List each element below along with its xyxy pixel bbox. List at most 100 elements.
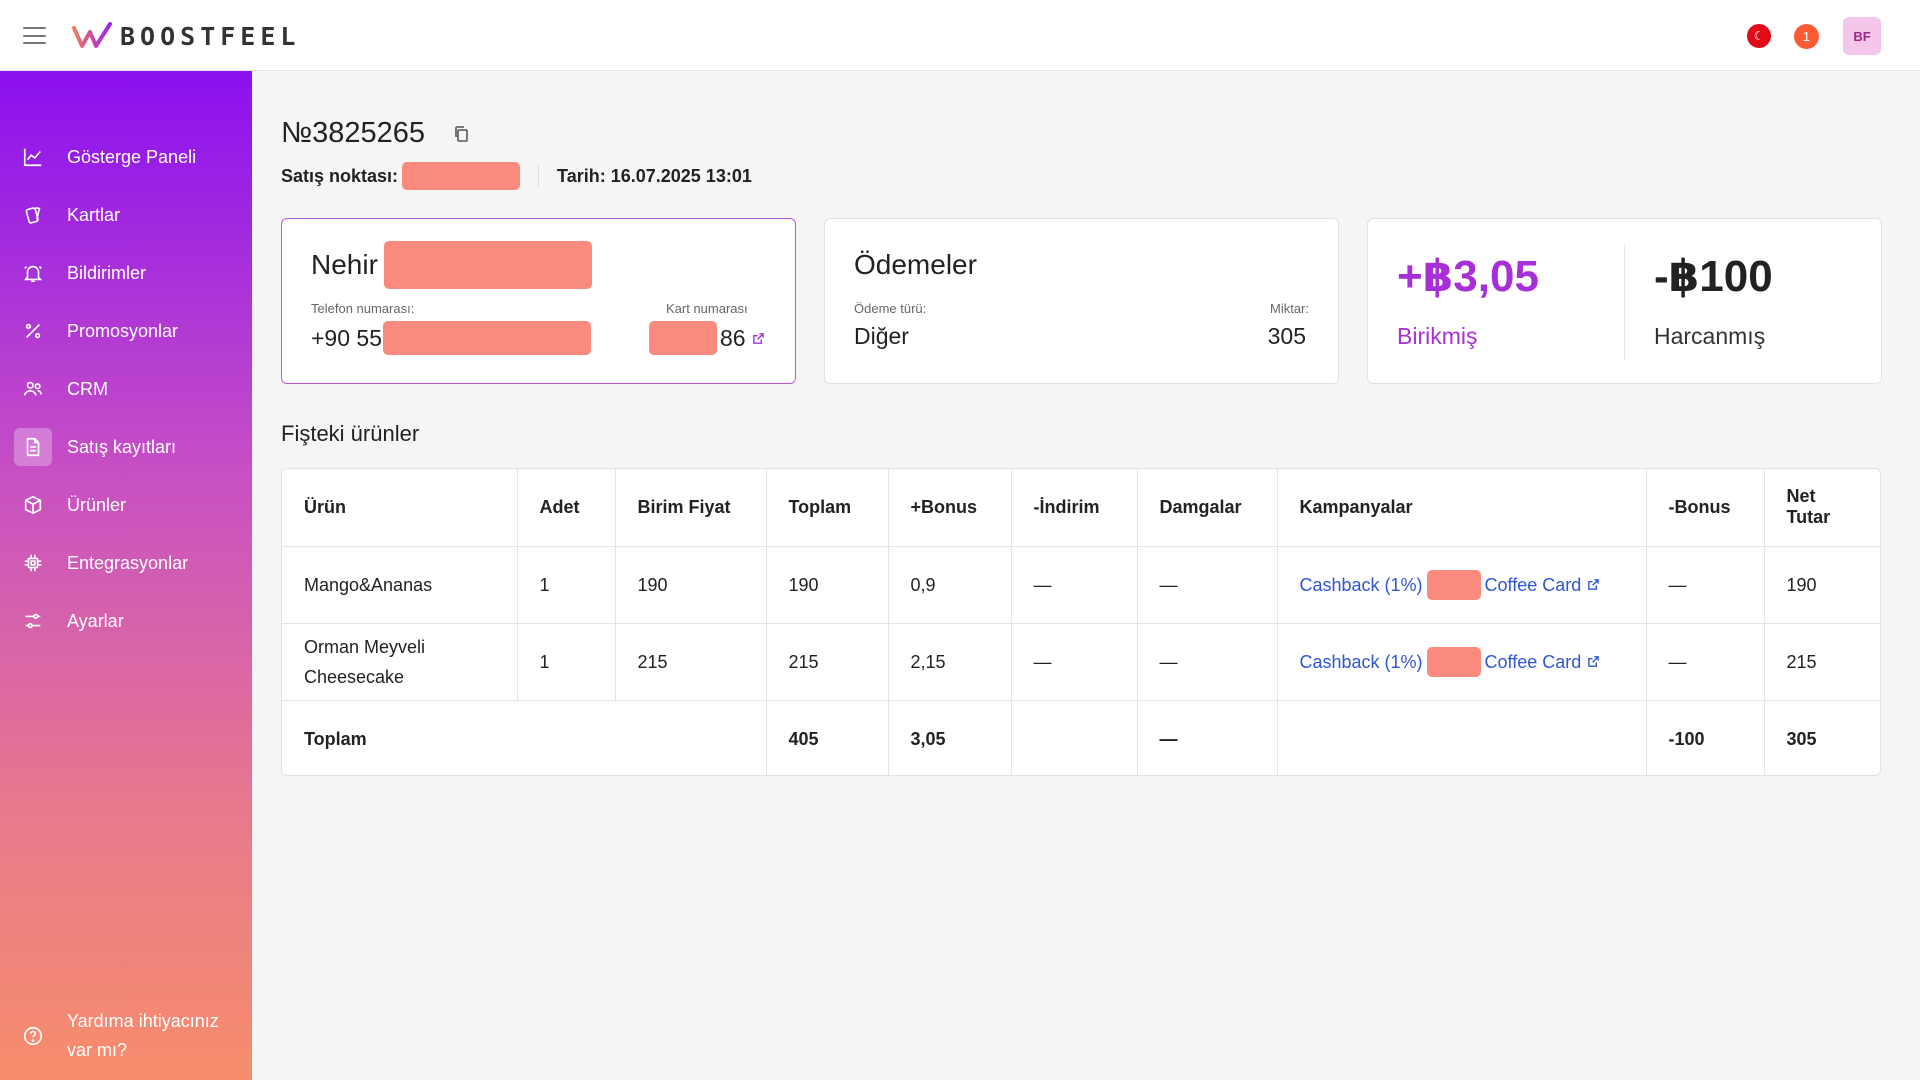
chip-icon <box>14 544 52 582</box>
product-bonus-minus: — <box>1646 546 1765 624</box>
document-icon <box>14 428 52 466</box>
external-link-icon[interactable] <box>1587 655 1600 668</box>
help-circle-icon <box>14 1017 52 1055</box>
redacted-card-number <box>649 321 717 355</box>
customer-card: Nehir Telefon numarası: +90 55 Kart numa… <box>281 218 796 384</box>
column-header: Adet <box>517 469 616 547</box>
sidebar-item-label: Promosyonlar <box>67 320 179 341</box>
product-bonus-plus: 2,15 <box>888 623 1012 701</box>
product-unit-price: 215 <box>615 623 767 701</box>
turkey-flag-icon[interactable]: ☾ <box>1747 24 1771 48</box>
sidebar-item-label: Gösterge Paneli <box>67 146 197 167</box>
sidebar-item-promotions[interactable]: Promosyonlar <box>14 312 238 350</box>
totals-bonus-plus: 3,05 <box>888 700 1012 775</box>
campaign-link-cashback[interactable]: Cashback (1%) <box>1299 574 1423 595</box>
help-line-1: Yardıma ihtiyacınız <box>67 1011 219 1031</box>
product-name: Mango&Ananas <box>282 546 518 624</box>
totals-total: 405 <box>766 700 889 775</box>
phone-value: +90 55 <box>311 321 591 355</box>
copy-icon[interactable] <box>452 124 472 144</box>
product-net: 190 <box>1764 546 1880 624</box>
redacted-phone <box>383 321 591 355</box>
products-section-title: Fişteki ürünler <box>281 421 420 446</box>
amount-value: 305 <box>1267 323 1306 349</box>
totals-discount <box>1011 700 1138 775</box>
sidebar-item-products[interactable]: Ürünler <box>14 486 238 524</box>
sidebar-item-label: Ürünler <box>67 494 127 515</box>
table-row: Orman Meyveli Cheesecake 1 215 215 2,15 … <box>282 623 1880 701</box>
payments-card: Ödemeler Ödeme türü: Diğer Miktar: 305 <box>824 218 1339 384</box>
sidebar-item-label: Kartlar <box>67 204 121 225</box>
card-number-label: Kart numarası <box>666 301 748 316</box>
sale-point-label: Satış noktası: <box>281 165 399 186</box>
flag-glyph: ☾ <box>1753 29 1765 43</box>
earned-bonus-value: +฿3,05 <box>1397 252 1539 301</box>
product-campaigns: Cashback (1%) Coffee Card <box>1277 546 1647 624</box>
campaign-link-coffee-card[interactable]: Coffee Card <box>1484 574 1582 595</box>
sidebar: Gösterge Paneli Kartlar Bildirimler Prom… <box>0 71 252 1080</box>
receipt-date: Tarih: 16.07.2025 13:01 <box>557 165 752 186</box>
logo-text: BOOSTFEEL <box>120 21 301 51</box>
sidebar-item-cards[interactable]: Kartlar <box>14 196 238 234</box>
avatar[interactable]: BF <box>1843 17 1881 55</box>
card-number-value[interactable]: 86 <box>649 321 765 355</box>
totals-row: Toplam 405 3,05 — -100 305 <box>282 700 1880 775</box>
redacted-customer-surname <box>383 241 592 289</box>
sliders-icon <box>14 602 52 640</box>
sidebar-item-label: Satış kayıtları <box>67 436 177 457</box>
customer-first-name: Nehir <box>311 249 378 280</box>
product-bonus-minus: — <box>1646 623 1765 701</box>
column-header: Damgalar <box>1137 469 1278 547</box>
notification-badge[interactable]: 1 <box>1794 24 1819 49</box>
logo[interactable]: BOOSTFEEL <box>72 20 300 52</box>
sidebar-item-label: CRM <box>67 378 108 399</box>
menu-icon[interactable] <box>23 27 46 44</box>
payment-type-value: Diğer <box>854 323 909 349</box>
spent-bonus-value: -฿100 <box>1654 252 1773 301</box>
divider <box>538 165 540 187</box>
totals-campaigns <box>1277 700 1647 775</box>
product-stamps: — <box>1137 546 1278 624</box>
users-icon <box>14 370 52 408</box>
sidebar-item-integrations[interactable]: Entegrasyonlar <box>14 544 238 582</box>
box-icon <box>14 486 52 524</box>
totals-label: Toplam <box>282 700 767 775</box>
sidebar-item-label: Ayarlar <box>67 610 124 631</box>
table-row: Mango&Ananas 1 190 190 0,9 — — Cashback … <box>282 546 1880 624</box>
help-line-2: var mı? <box>67 1040 128 1060</box>
campaign-link-coffee-card[interactable]: Coffee Card <box>1484 651 1582 672</box>
table-header-row: Ürün Adet Birim Fiyat Toplam +Bonus -İnd… <box>282 469 1880 547</box>
product-qty: 1 <box>517 546 616 624</box>
products-table: Ürün Adet Birim Fiyat Toplam +Bonus -İnd… <box>281 468 1881 776</box>
product-discount: — <box>1011 546 1138 624</box>
totals-net: 305 <box>1786 728 1817 749</box>
product-net: 215 <box>1764 623 1880 701</box>
customer-name: Nehir <box>311 241 592 289</box>
external-link-icon[interactable] <box>1587 578 1600 591</box>
product-unit-price: 190 <box>615 546 767 624</box>
redacted-campaign <box>1426 646 1481 677</box>
payment-type-label: Ödeme türü: <box>854 301 927 316</box>
amount-label: Miktar: <box>1270 301 1309 316</box>
receipt-number: №3825265 <box>281 117 426 149</box>
sidebar-item-dashboard[interactable]: Gösterge Paneli <box>14 138 238 176</box>
sidebar-item-notifications[interactable]: Bildirimler <box>14 254 238 292</box>
totals-bonus-minus: -100 <box>1646 700 1765 775</box>
earned-bonus-label: Birikmiş <box>1397 323 1478 349</box>
redacted-sale-point <box>402 162 521 190</box>
external-link-icon[interactable] <box>752 332 765 345</box>
column-header: Net Tutar <box>1764 469 1880 547</box>
logo-mark-icon <box>72 22 112 48</box>
column-header: Kampanyalar <box>1277 469 1647 547</box>
help-link[interactable]: Yardıma ihtiyacınız var mı? <box>14 1007 238 1065</box>
sidebar-item-crm[interactable]: CRM <box>14 370 238 408</box>
campaign-link-cashback[interactable]: Cashback (1%) <box>1299 651 1423 672</box>
sidebar-item-settings[interactable]: Ayarlar <box>14 602 238 640</box>
product-stamps: — <box>1137 623 1278 701</box>
campaign-links: Cashback (1%) Coffee Card <box>1299 646 1624 677</box>
spent-bonus-label: Harcanmış <box>1654 323 1766 349</box>
sidebar-item-sales-records[interactable]: Satış kayıtları <box>14 428 238 466</box>
totals-stamps: — <box>1137 700 1278 775</box>
product-discount: — <box>1011 623 1138 701</box>
redacted-campaign <box>1426 569 1481 600</box>
